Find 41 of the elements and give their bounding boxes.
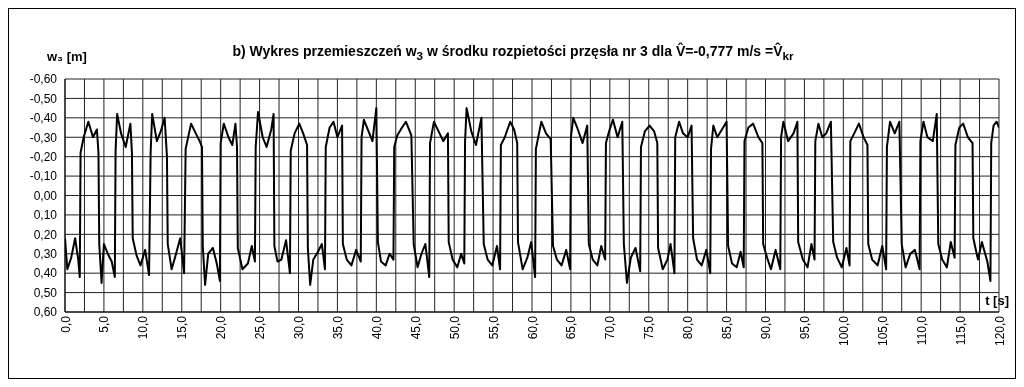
y-tick-label: -0,20 — [29, 149, 58, 164]
x-tick-label: 10,0 — [136, 315, 151, 340]
x-tick-label: 105,0 — [875, 315, 890, 347]
y-tick-label: 0,00 — [33, 188, 58, 203]
x-tick-label: 5,0 — [97, 315, 112, 333]
y-tick-label: -0,50 — [29, 91, 58, 106]
x-tick-label: 110,0 — [914, 315, 929, 346]
y-tick-label: 0,30 — [33, 247, 58, 262]
x-tick-label: 50,0 — [447, 315, 462, 340]
x-axis-title: t [s] — [983, 293, 1011, 308]
y-tick-label: -0,10 — [29, 169, 58, 184]
x-tick-label: 75,0 — [642, 315, 657, 340]
x-tick-label: 80,0 — [681, 315, 696, 340]
x-tick-label: 65,0 — [564, 315, 579, 340]
y-axis-title: w₃ [m] — [47, 49, 87, 64]
y-tick-label: -0,30 — [29, 130, 58, 145]
y-tick-label: 0,10 — [33, 208, 58, 223]
x-tick-label: 55,0 — [486, 315, 501, 340]
y-tick-label: -0,60 — [29, 72, 58, 87]
x-tick-label: 120,0 — [992, 315, 1007, 347]
chart-title: b) Wykres przemieszczeń w$_{3}$ w środku rozpietości przęsła nr 3 dla V̂=-0,777 m/s =V̂$_{kr}$ — [232, 43, 794, 62]
x-tick-label: 115,0 — [953, 315, 968, 346]
x-tick-label: 70,0 — [603, 315, 618, 340]
y-tick-label: 0,40 — [33, 266, 58, 281]
x-tick-label: 100,0 — [836, 315, 851, 347]
x-tick-label: 35,0 — [330, 315, 345, 340]
y-tick-label: 0,60 — [33, 305, 58, 320]
y-tick-label: 0,50 — [33, 285, 58, 300]
x-tick-label: 95,0 — [797, 315, 812, 340]
x-tick-label: 45,0 — [408, 315, 423, 340]
x-tick-label: 25,0 — [253, 315, 268, 340]
x-tick-label: 15,0 — [175, 315, 190, 340]
x-tick-label: 40,0 — [369, 315, 384, 340]
y-tick-label: -0,40 — [29, 111, 58, 126]
x-tick-label: 60,0 — [525, 315, 540, 340]
x-tick-label: 20,0 — [214, 315, 229, 340]
x-tick-label: 0,0 — [58, 315, 73, 333]
x-tick-label: 90,0 — [759, 315, 774, 340]
x-tick-label: 85,0 — [720, 315, 735, 340]
y-tick-label: 0,20 — [33, 227, 58, 242]
x-tick-label: 30,0 — [292, 315, 307, 340]
